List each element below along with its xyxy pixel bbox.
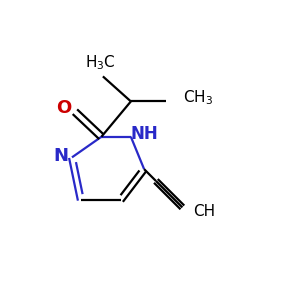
Text: NH: NH	[130, 125, 158, 143]
Text: H$_3$C: H$_3$C	[85, 54, 115, 73]
Text: CH$_3$: CH$_3$	[183, 88, 213, 107]
Text: CH: CH	[193, 204, 215, 219]
Text: O: O	[56, 99, 71, 117]
Text: N: N	[53, 147, 68, 165]
